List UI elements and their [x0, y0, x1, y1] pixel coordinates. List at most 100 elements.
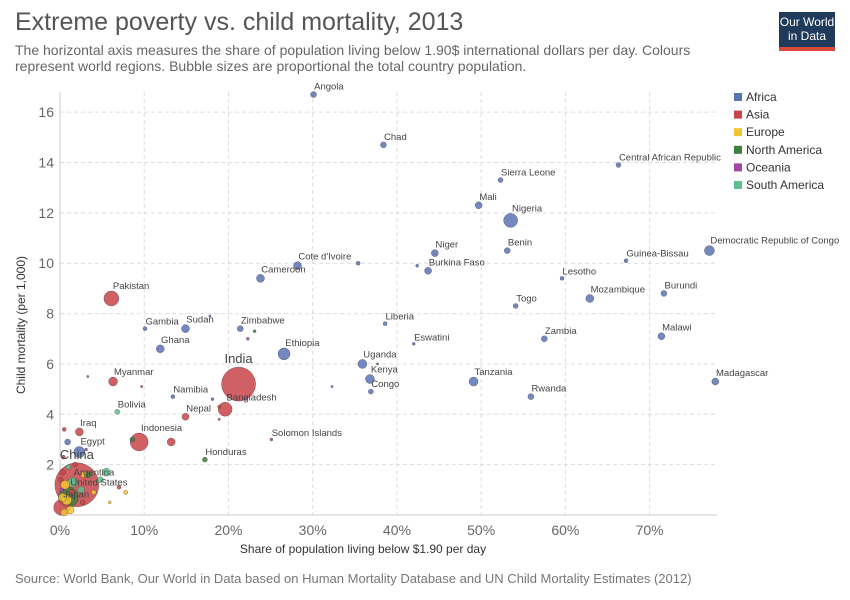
bubble-central-african-republic[interactable]	[615, 162, 622, 168]
bubble[interactable]	[217, 417, 221, 421]
bubble[interactable]	[58, 477, 64, 483]
bubble[interactable]	[210, 397, 215, 401]
point-label: Nepal	[186, 403, 211, 414]
bubble[interactable]	[60, 508, 68, 517]
bubble[interactable]	[97, 476, 104, 483]
bubble-nepal[interactable]	[181, 413, 190, 421]
legend-label[interactable]: Europe	[746, 125, 785, 139]
x-tick-label: 50%	[467, 522, 495, 538]
bubble[interactable]	[140, 385, 144, 389]
bubble[interactable]	[59, 468, 66, 476]
bubble[interactable]	[102, 467, 111, 477]
x-tick-label: 0%	[50, 522, 70, 538]
bubble[interactable]	[252, 329, 257, 333]
legend-label[interactable]: South America	[746, 178, 824, 192]
logo-line-1: Our World	[779, 15, 835, 29]
bubble-lesotho[interactable]	[559, 276, 565, 281]
bubble[interactable]	[90, 489, 97, 496]
bubble[interactable]	[84, 447, 88, 452]
bubble-kenya[interactable]	[365, 374, 375, 384]
bubble-eswatini[interactable]	[412, 342, 416, 346]
legend-label[interactable]: North America	[746, 143, 822, 157]
bubble[interactable]	[58, 493, 67, 502]
bubble[interactable]	[123, 490, 128, 495]
bubble-burundi[interactable]	[660, 290, 668, 297]
bubble-mozambique[interactable]	[585, 294, 595, 303]
bubble-burkina-faso[interactable]	[424, 267, 432, 275]
bubble-rwanda[interactable]	[527, 393, 535, 400]
bubble-angola[interactable]	[310, 91, 317, 98]
bubble[interactable]	[77, 486, 85, 494]
bubble-cameroon[interactable]	[256, 274, 265, 283]
point-label: Cote d'Ivoire	[298, 252, 351, 263]
legend-label[interactable]: Asia	[746, 108, 770, 122]
bubble-guinea-bissau[interactable]	[623, 258, 629, 263]
bubble[interactable]	[129, 436, 136, 443]
bubble[interactable]	[86, 375, 90, 378]
bubble[interactable]	[376, 362, 379, 366]
bubble[interactable]	[72, 461, 78, 468]
bubble-madagascar[interactable]	[711, 377, 720, 386]
bubble[interactable]	[61, 454, 66, 460]
point-label: Madagascar	[716, 368, 768, 379]
bubble-congo[interactable]	[368, 388, 374, 395]
bubble[interactable]	[246, 337, 250, 341]
bubble[interactable]	[217, 404, 221, 409]
bubble-gambia[interactable]	[142, 326, 148, 331]
y-tick-label: 8	[46, 306, 54, 322]
bubble[interactable]	[415, 263, 419, 268]
bubble[interactable]	[243, 397, 248, 401]
bubble-pakistan[interactable]	[103, 290, 120, 307]
bubble-democratic-republic-of-congo[interactable]	[704, 245, 715, 256]
bubble-honduras[interactable]	[202, 456, 208, 463]
bubble[interactable]	[79, 499, 86, 506]
legend: Africa Asia Europe North America Oceania Sout…	[734, 90, 824, 192]
legend-swatch	[734, 163, 742, 172]
bubble[interactable]	[61, 427, 67, 432]
bubble[interactable]	[166, 437, 176, 447]
bubble[interactable]	[330, 385, 334, 389]
bubble-ghana[interactable]	[155, 344, 165, 354]
bubble-sudan[interactable]	[181, 324, 190, 333]
bubble-namibia[interactable]	[170, 394, 176, 399]
y-tick-label: 10	[38, 255, 54, 271]
bubble[interactable]	[60, 480, 70, 490]
bubble-cote-d-ivoire[interactable]	[293, 261, 302, 270]
bubble-togo[interactable]	[512, 303, 519, 309]
bubble-iraq[interactable]	[75, 427, 84, 437]
bubble[interactable]	[85, 471, 92, 478]
bubble-zambia[interactable]	[541, 335, 548, 342]
bubble[interactable]	[59, 487, 64, 493]
bubble-nigeria[interactable]	[503, 213, 518, 228]
bubble-mali[interactable]	[474, 201, 483, 210]
bubble-myanmar[interactable]	[108, 376, 118, 387]
bubble[interactable]	[68, 489, 76, 496]
bubble-bolivia[interactable]	[114, 409, 121, 415]
bubble-niger[interactable]	[431, 249, 439, 257]
bubble[interactable]	[116, 485, 122, 490]
bubble-malawi[interactable]	[657, 332, 666, 340]
bubble[interactable]	[107, 500, 112, 505]
owid-logo[interactable]: Our World in Data	[779, 12, 835, 50]
bubble-benin[interactable]	[504, 247, 511, 254]
bubble-egypt[interactable]	[73, 446, 86, 458]
bubble-zimbabwe[interactable]	[237, 325, 244, 332]
bubble[interactable]	[64, 438, 71, 446]
point-label: Tanzania	[474, 367, 513, 378]
bubble-tanzania[interactable]	[468, 376, 479, 387]
bubble[interactable]	[65, 464, 72, 470]
bubble-indonesia[interactable]	[129, 432, 149, 452]
bubble-liberia[interactable]	[382, 321, 388, 326]
point-label: Gambia	[145, 317, 179, 328]
bubble-sierra-leone[interactable]	[497, 177, 504, 183]
bubble[interactable]	[208, 314, 212, 318]
bubble-chad[interactable]	[380, 141, 387, 149]
bubble-solomon-islands[interactable]	[269, 437, 274, 442]
legend-label[interactable]: Africa	[746, 90, 777, 104]
legend-label[interactable]: Oceania	[746, 160, 791, 174]
bubble-ethiopia[interactable]	[277, 347, 291, 361]
bubble[interactable]	[355, 260, 361, 266]
bubble-bangladesh[interactable]	[217, 402, 233, 417]
bubble-uganda[interactable]	[357, 359, 368, 369]
bubble-india[interactable]	[221, 366, 256, 402]
